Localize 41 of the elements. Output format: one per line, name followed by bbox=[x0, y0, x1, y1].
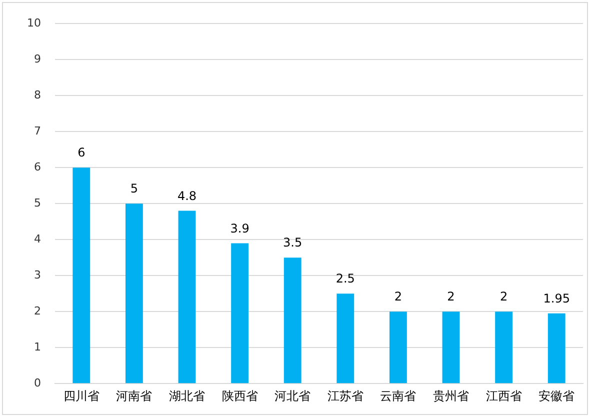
y-tick-label: 3 bbox=[34, 268, 41, 282]
data-label: 3.9 bbox=[230, 221, 250, 236]
bar bbox=[284, 258, 302, 384]
x-tick-label: 湖北省 bbox=[169, 388, 205, 403]
data-label: 5 bbox=[130, 182, 138, 196]
x-tick-label: 四川省 bbox=[63, 388, 100, 403]
bar bbox=[495, 312, 513, 384]
x-tick-label: 江苏省 bbox=[327, 388, 364, 403]
y-tick-label: 7 bbox=[34, 124, 41, 138]
y-tick-label: 6 bbox=[34, 160, 41, 174]
data-label: 1.95 bbox=[543, 292, 570, 306]
data-label: 4.8 bbox=[177, 188, 197, 203]
y-tick-label: 2 bbox=[34, 304, 41, 318]
x-tick-label: 贵州省 bbox=[433, 388, 469, 403]
bar bbox=[178, 210, 196, 384]
bar bbox=[231, 243, 249, 384]
y-tick-label: 1 bbox=[34, 340, 41, 354]
bar bbox=[125, 204, 143, 384]
data-label: 2 bbox=[394, 290, 402, 304]
x-tick-label: 江西省 bbox=[486, 388, 522, 403]
x-tick-label: 陕西省 bbox=[222, 388, 258, 403]
x-tick-label: 安徽省 bbox=[538, 388, 575, 403]
bar bbox=[72, 168, 90, 384]
x-tick-label: 河南省 bbox=[116, 388, 152, 403]
y-tick-label: 10 bbox=[26, 16, 41, 30]
y-tick-label: 0 bbox=[34, 376, 41, 390]
y-tick-label: 8 bbox=[34, 88, 41, 102]
bar bbox=[336, 294, 354, 384]
bar bbox=[389, 312, 407, 384]
bar bbox=[442, 312, 460, 384]
data-label: 2 bbox=[500, 290, 508, 304]
data-label: 2.5 bbox=[336, 272, 355, 286]
data-label: 3.5 bbox=[283, 236, 302, 250]
data-label: 2 bbox=[447, 290, 455, 304]
y-tick-label: 5 bbox=[34, 196, 41, 210]
bar bbox=[548, 313, 566, 384]
x-tick-label: 河北省 bbox=[274, 388, 311, 403]
y-tick-label: 4 bbox=[34, 232, 41, 246]
x-tick-label: 云南省 bbox=[380, 388, 416, 403]
data-label: 6 bbox=[78, 146, 86, 160]
y-tick-label: 9 bbox=[34, 52, 41, 66]
